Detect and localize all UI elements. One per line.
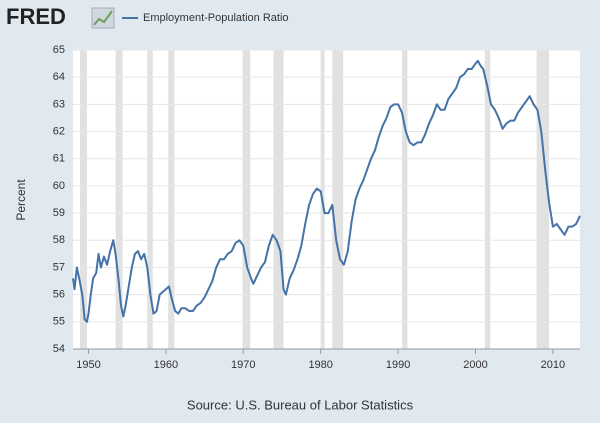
recession-band — [168, 50, 175, 349]
recession-band — [536, 50, 550, 349]
recession-band — [273, 50, 284, 349]
recession-band — [242, 50, 251, 349]
y-tick-label: 64 — [53, 71, 65, 83]
legend-label: Employment-Population Ratio — [143, 12, 289, 24]
y-tick-label: 61 — [53, 153, 65, 165]
recession-band — [115, 50, 123, 349]
logo: FRED — [6, 4, 66, 29]
y-tick-label: 65 — [53, 44, 65, 56]
x-tick-label: 2010 — [541, 359, 565, 371]
x-tick-label: 2000 — [463, 359, 487, 371]
x-tick-label: 1980 — [308, 359, 332, 371]
y-tick-label: 54 — [53, 343, 65, 355]
x-tick-label: 1990 — [386, 359, 410, 371]
recession-band — [401, 50, 408, 349]
recession-band — [79, 50, 87, 349]
y-tick-label: 62 — [53, 125, 65, 137]
plot-area — [73, 50, 580, 349]
y-tick-label: 60 — [53, 180, 65, 192]
recession-band — [332, 50, 344, 349]
y-tick-label: 63 — [53, 98, 65, 110]
y-tick-label: 57 — [53, 261, 65, 273]
series-line — [72, 59, 581, 323]
logo-icon — [91, 7, 115, 29]
x-tick-label: 1960 — [154, 359, 178, 371]
recession-band — [484, 50, 491, 349]
x-tick-label: 1970 — [231, 359, 255, 371]
x-tick-label: 1950 — [76, 359, 100, 371]
source: Source: U.S. Bureau of Labor Statistics — [187, 397, 414, 412]
y-tick-label: 59 — [53, 207, 65, 219]
y-tick-label: 58 — [53, 234, 65, 246]
y-axis-title: Percent — [14, 179, 28, 221]
y-tick-label: 55 — [53, 316, 65, 328]
recession-band — [147, 50, 153, 349]
y-tick-label: 56 — [53, 289, 65, 301]
